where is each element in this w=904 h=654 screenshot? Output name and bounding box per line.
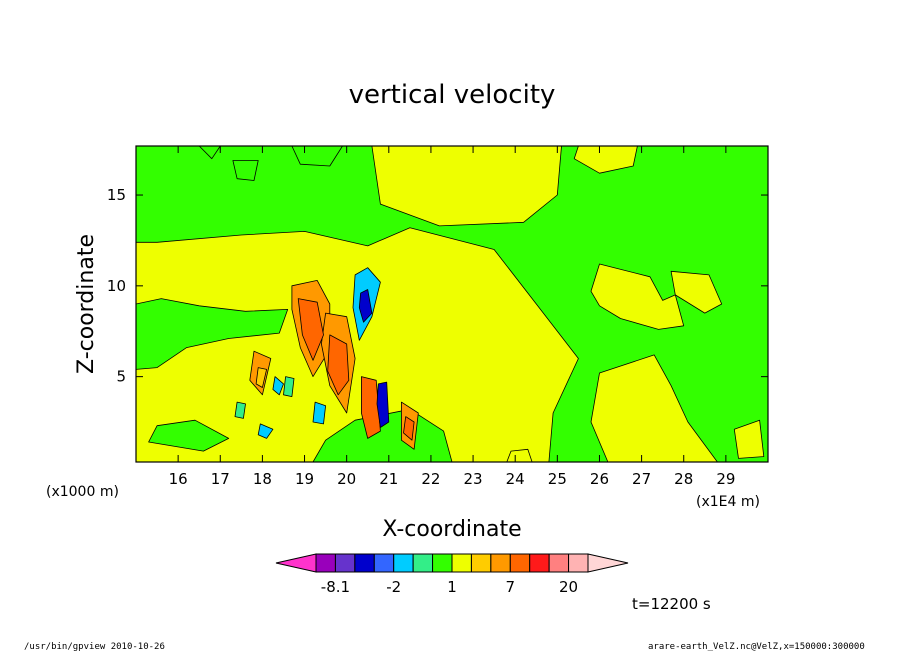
x-tick-label: 25 bbox=[548, 470, 567, 488]
colorbar-cell bbox=[529, 553, 550, 573]
x-tick-label: 19 bbox=[295, 470, 314, 488]
contour-region-23 bbox=[403, 416, 415, 441]
contour-region-9 bbox=[590, 263, 685, 330]
footer-source: arare-earth_VelZ.nc@VelZ,x=150000:300000 bbox=[648, 642, 865, 652]
footer-command: /usr/bin/gpview 2010-10-26 bbox=[24, 642, 165, 652]
contour-region-14 bbox=[283, 376, 295, 398]
x-axis: 16 17 18 19 20 21 22 23 24 25 26 27 28 29 bbox=[169, 146, 735, 488]
chart-title: vertical velocity bbox=[349, 80, 556, 110]
contour-region-12 bbox=[733, 419, 765, 459]
contour-region-6 bbox=[198, 146, 221, 160]
x-tick-label: 28 bbox=[674, 470, 693, 488]
time-label: t=12200 s bbox=[632, 595, 711, 613]
contour-region-22 bbox=[360, 376, 381, 439]
colorbar-tick-label: 20 bbox=[559, 578, 578, 596]
colorbar-cell bbox=[315, 553, 336, 573]
contour-region-29 bbox=[358, 289, 373, 323]
contour-region-28 bbox=[272, 376, 284, 396]
colorbar: -8.1 -2 1 7 20 bbox=[275, 553, 629, 596]
colorbar-cell bbox=[451, 553, 472, 573]
contour-region-10 bbox=[670, 270, 723, 314]
contour-region-8 bbox=[573, 146, 638, 174]
y-tick-label: 15 bbox=[107, 186, 126, 204]
colorbar-cell bbox=[587, 553, 629, 573]
colorbar-cell bbox=[275, 553, 317, 573]
contour-region-24 bbox=[255, 367, 268, 388]
x-tick-label: 16 bbox=[169, 470, 188, 488]
colorbar-cell bbox=[334, 553, 356, 573]
x-axis-label: X-coordinate bbox=[382, 517, 521, 542]
x-tick-label: 27 bbox=[632, 470, 651, 488]
contour-region-15 bbox=[234, 401, 246, 419]
colorbar-cell bbox=[393, 553, 414, 573]
contour-region-1 bbox=[136, 298, 289, 370]
colorbar-cell bbox=[548, 553, 570, 573]
x-unit-right: (x1E4 m) bbox=[696, 494, 760, 510]
contour-region-7 bbox=[371, 146, 562, 227]
contour-region-30 bbox=[376, 381, 390, 428]
contour-region-11 bbox=[590, 354, 718, 462]
colorbar-cell bbox=[509, 553, 531, 573]
x-tick-label: 29 bbox=[716, 470, 735, 488]
colorbar-cell bbox=[373, 553, 395, 573]
colorbar-cell bbox=[490, 553, 511, 573]
plot-area bbox=[136, 146, 768, 462]
colorbar-cell bbox=[432, 553, 453, 573]
contour-region-21 bbox=[327, 334, 350, 396]
y-axis: 5 10 15 bbox=[107, 186, 768, 386]
contour-region-4 bbox=[232, 160, 259, 181]
colorbar-tick-label: -2 bbox=[386, 578, 401, 596]
contour-region-2 bbox=[148, 419, 230, 452]
x-unit-left: (x1000 m) bbox=[46, 484, 119, 500]
x-tick-label: 26 bbox=[590, 470, 609, 488]
colorbar-cell bbox=[354, 553, 375, 573]
contour-regions bbox=[136, 146, 768, 462]
colorbar-cell bbox=[412, 553, 434, 573]
contour-region-20 bbox=[297, 298, 324, 361]
colorbar-cell bbox=[470, 553, 492, 573]
colorbar-tick-label: 1 bbox=[447, 578, 457, 596]
x-tick-label: 23 bbox=[464, 470, 483, 488]
x-tick-label: 24 bbox=[506, 470, 525, 488]
contour-region-13 bbox=[506, 448, 533, 462]
y-tick-label: 10 bbox=[107, 277, 126, 295]
colorbar-tick-label: -8.1 bbox=[321, 578, 350, 596]
x-tick-label: 21 bbox=[379, 470, 398, 488]
colorbar-tick-label: 7 bbox=[506, 578, 516, 596]
x-tick-label: 17 bbox=[211, 470, 230, 488]
colorbar-cell bbox=[568, 553, 589, 573]
x-tick-label: 18 bbox=[253, 470, 272, 488]
plot-frame bbox=[135, 145, 769, 463]
y-tick-label: 5 bbox=[116, 368, 126, 386]
y-axis-label: Z-coordinate bbox=[74, 234, 99, 374]
x-tick-label: 20 bbox=[337, 470, 356, 488]
x-tick-label: 22 bbox=[421, 470, 440, 488]
contour-region-26 bbox=[312, 401, 327, 425]
contour-region-27 bbox=[257, 423, 274, 439]
